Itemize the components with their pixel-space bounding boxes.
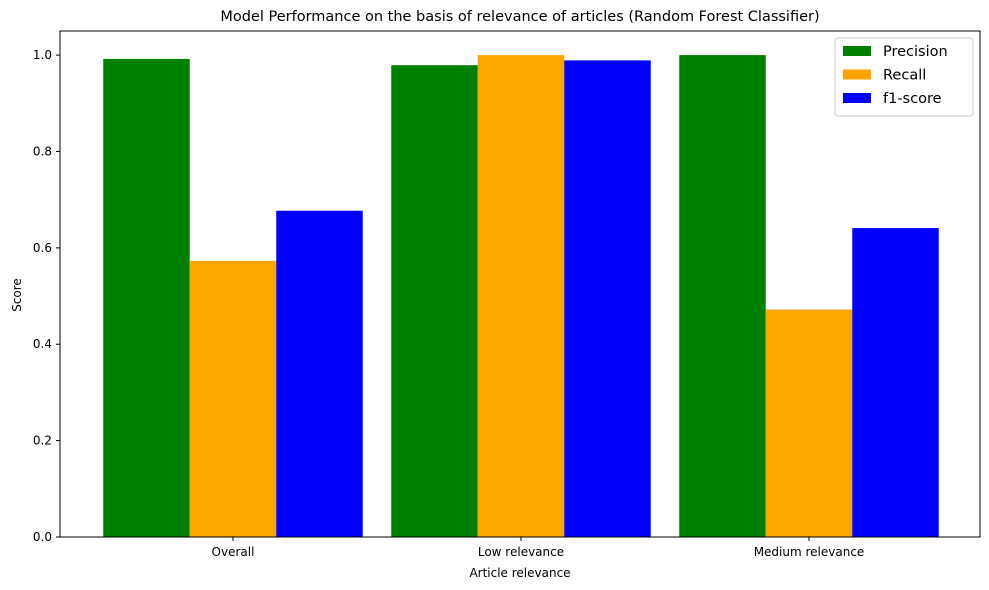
bar-recall-overall [189,260,277,537]
x-tick-label: Low relevance [478,545,564,559]
bar-recall-low-relevance [477,55,565,537]
x-axis: Overall Low relevance Medium relevance [212,537,865,559]
bar-f1-score-overall [276,210,363,537]
bar-precision-low-relevance [391,65,478,537]
legend-label: Precision [883,44,948,60]
y-tick-label: 0.6 [33,241,52,255]
bar-precision-medium-relevance [679,55,766,537]
bar-f1-score-medium-relevance [852,228,939,537]
bar-f1-score-low-relevance [564,60,651,538]
y-tick-label: 1.0 [33,48,52,62]
legend-swatch [843,69,871,80]
legend-label: f1-score [883,91,942,107]
chart-title: Model Performance on the basis of releva… [220,9,819,25]
y-tick-label: 0.8 [33,144,52,158]
x-tick-label: Overall [212,545,255,559]
y-tick-label: 0.4 [33,337,52,351]
y-axis-label: Score [10,278,24,312]
y-axis: 0.0 0.2 0.4 0.6 0.8 1.0 [33,48,60,544]
y-tick-label: 0.0 [33,530,52,544]
y-tick-label: 0.2 [33,434,52,448]
bars-group [103,55,939,538]
legend: Precision Recall f1-score [834,37,974,117]
x-tick-label: Medium relevance [754,545,865,559]
bar-recall-medium-relevance [765,309,853,537]
legend-label: Recall [883,68,926,84]
plot-frame [59,30,981,538]
x-axis-label: Article relevance [469,566,570,580]
bar-precision-overall [103,58,190,538]
legend-swatch [843,93,871,103]
legend-swatch [843,46,871,56]
